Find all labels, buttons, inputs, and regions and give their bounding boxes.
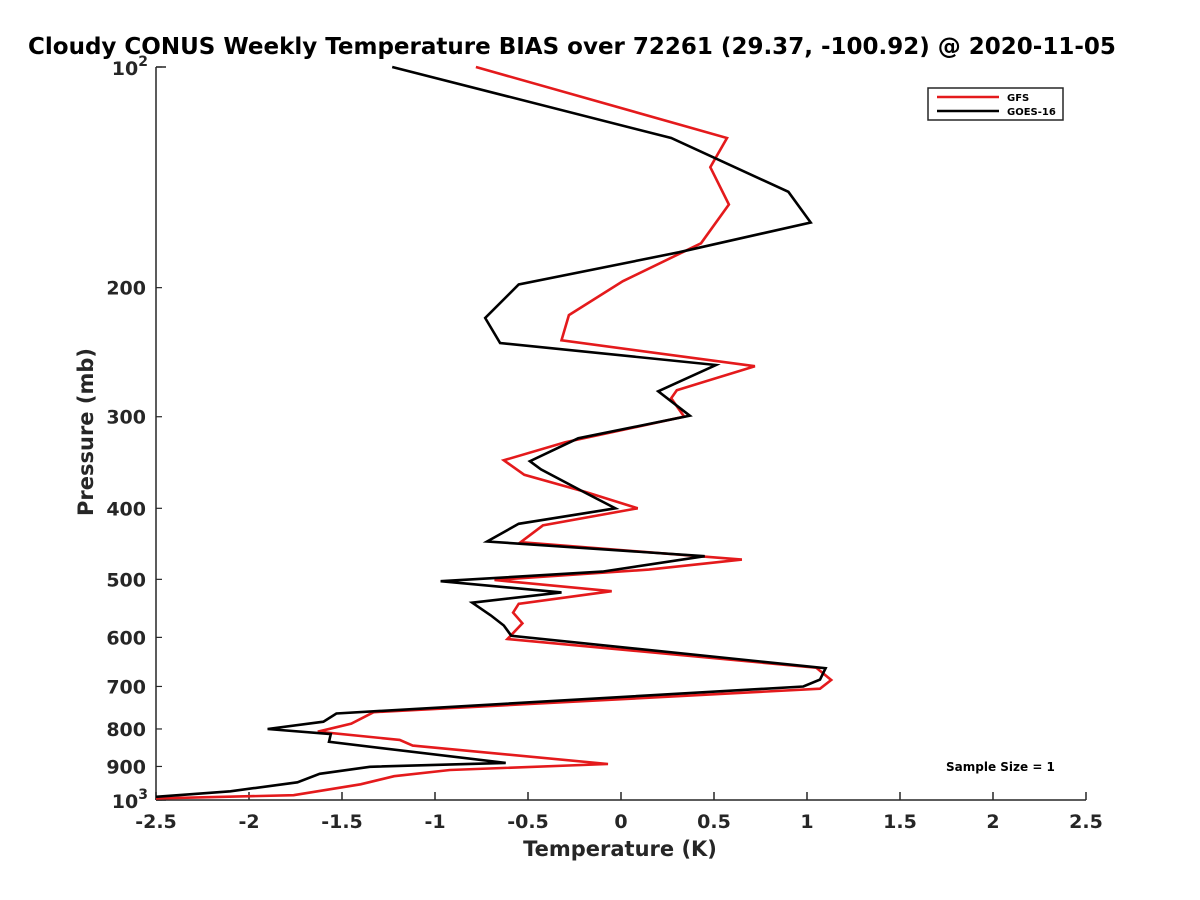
x-tick-label: 0 [614,811,627,833]
chart-title: Cloudy CONUS Weekly Temperature BIAS ove… [28,34,1116,60]
y-tick-label: 300 [106,407,146,429]
x-tick-label: -2.5 [135,811,177,833]
y-tick-label: 600 [106,627,146,649]
legend-box [927,87,1064,121]
series-lines [155,65,834,800]
axes: -2.5 -2 -1.5 -1 -0.5 0 0.5 1 1.5 2 2.5 200 300 400 500… [106,54,1103,833]
series-line-goes-16 [155,65,828,799]
series-line-gfs [155,65,834,800]
legend-label: GFS [1007,93,1029,104]
x-tick-label: -0.5 [507,811,549,833]
legend-label: GOES-16 [1007,107,1056,118]
x-tick-label: -1.5 [321,811,363,833]
x-tick-label: 1.5 [883,811,917,833]
x-tick-label: -1 [424,811,445,833]
y-axis-label: Pressure (mb) [74,348,98,516]
y-decade-label: 102 [112,54,148,80]
legend: GFS GOES-16 [927,87,1064,121]
x-tick-label: 2 [986,811,999,833]
x-tick-label: -2 [238,811,259,833]
x-tick-label: 0.5 [697,811,731,833]
x-axis-label: Temperature (K) [523,837,717,861]
sample-size-annotation: Sample Size = 1 [946,760,1055,774]
y-tick-label: 700 [106,676,146,698]
y-decade-label: 103 [112,787,148,813]
y-tick-label: 500 [106,569,146,591]
y-tick-label: 800 [106,719,146,741]
y-tick-label: 200 [106,278,146,300]
y-tick-label: 400 [106,498,146,520]
x-tick-label: 1 [800,811,813,833]
y-tick-label: 900 [106,756,146,778]
x-tick-label: 2.5 [1069,811,1103,833]
